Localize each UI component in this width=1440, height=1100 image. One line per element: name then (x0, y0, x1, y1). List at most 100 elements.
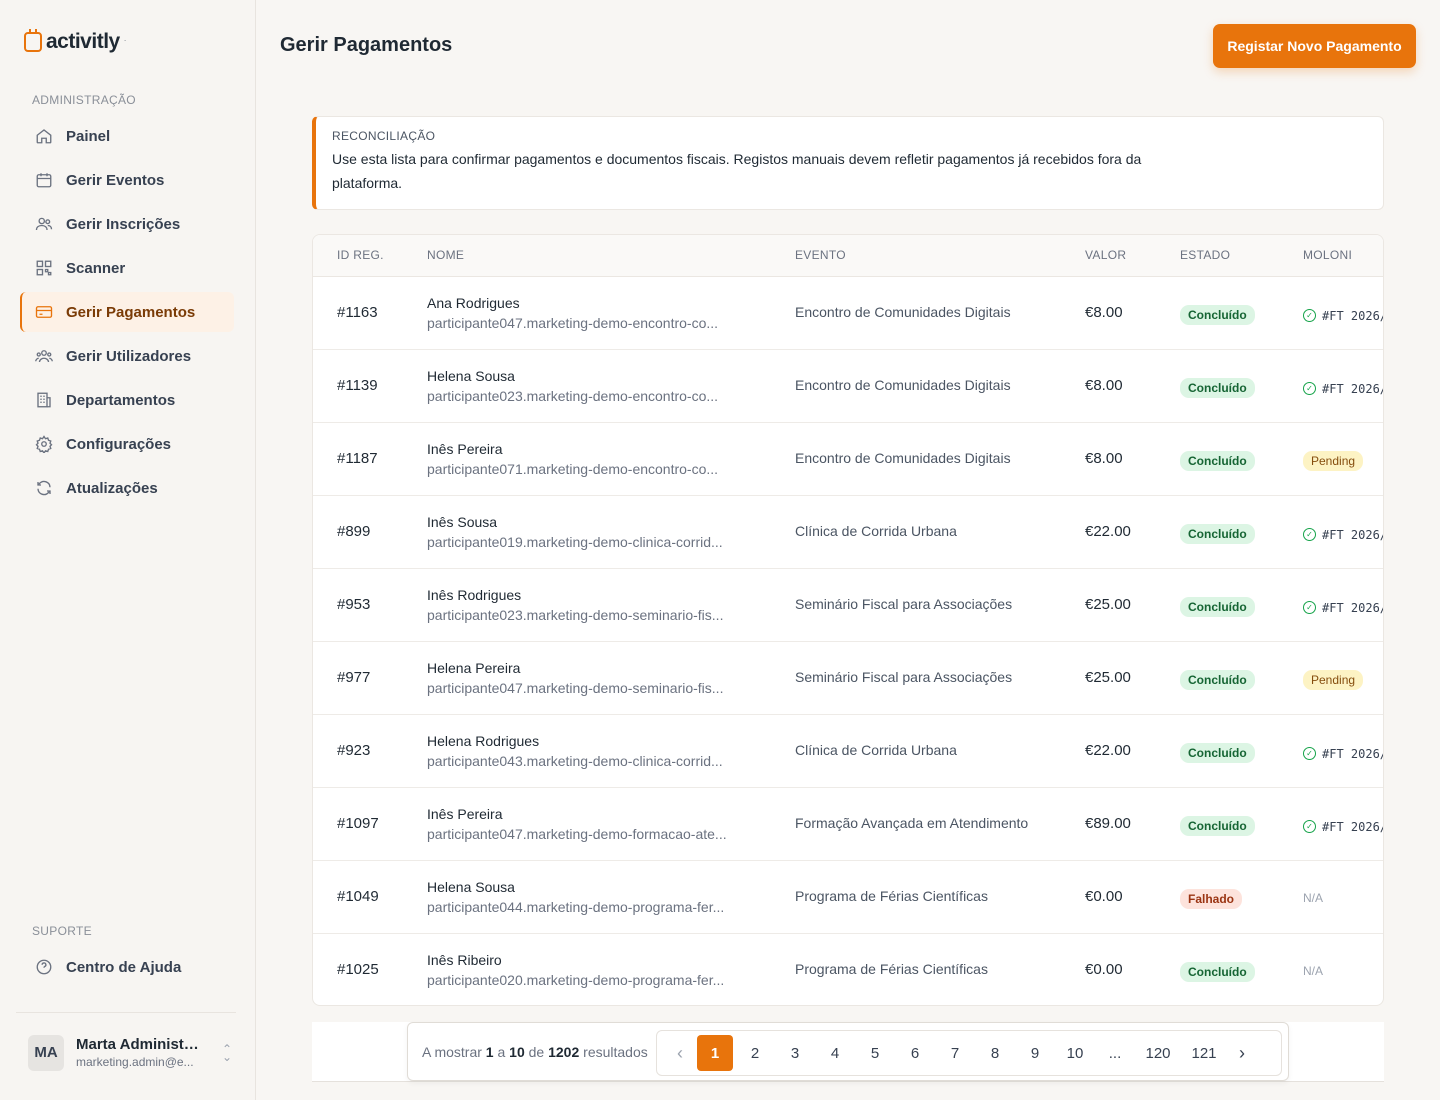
table-header: ID REG. NOME EVENTO VALOR ESTADO MOLONI (313, 235, 1383, 277)
sidebar-item-label: Centro de Ajuda (66, 958, 182, 976)
participant-name: Inês Ribeiro (427, 952, 502, 968)
sidebar-item-departamentos[interactable]: Departamentos (20, 380, 234, 420)
status-cell: Concluído (1180, 816, 1255, 836)
payment-value: €22.00 (1085, 742, 1131, 759)
page-button-7[interactable]: 7 (950, 1044, 960, 1062)
participant-email: participante044.marketing-demo-programa-… (427, 899, 725, 915)
page-button-9[interactable]: 9 (1030, 1044, 1040, 1062)
qr-icon (34, 258, 54, 278)
moloni-document-link[interactable]: ✓ #FT 2026/ (1303, 747, 1383, 761)
payment-value: €0.00 (1085, 961, 1123, 978)
page-button-10[interactable]: 10 (1066, 1044, 1084, 1062)
column-header[interactable]: ID REG. (337, 248, 384, 262)
table-row[interactable]: #899 Inês Sousa participante019.marketing-… (313, 496, 1383, 569)
moloni-cell: ✓ #FT 2026/ (1303, 597, 1383, 615)
page-button-8[interactable]: 8 (990, 1044, 1000, 1062)
moloni-document-link[interactable]: ✓ #FT 2026/ (1303, 308, 1384, 323)
sidebar-item-gerir-inscrições[interactable]: Gerir Inscrições (20, 204, 234, 244)
column-header[interactable]: ESTADO (1180, 248, 1231, 262)
event-name: Clínica de Corrida Urbana (795, 523, 957, 539)
moloni-cell: ✓ #FT 2026/ (1303, 305, 1384, 323)
sidebar-item-label: Atualizações (66, 479, 158, 497)
register-payment-button[interactable]: Registar Novo Pagamento (1213, 24, 1416, 68)
sidebar-item-atualizações[interactable]: Atualizações (20, 468, 234, 508)
calendar-icon (34, 170, 54, 190)
moloni-document-link[interactable]: ✓ #FT 2026/ (1303, 527, 1384, 542)
page-button-6[interactable]: 6 (910, 1044, 920, 1062)
support-nav: Centro de Ajuda (20, 947, 234, 991)
moloni-document-link[interactable]: ✓ #FT 2026/ (1303, 601, 1383, 615)
participant-email: participante023.marketing-demo-seminario… (427, 607, 724, 623)
table-row[interactable]: #1163 Ana Rodrigues participante047.market… (313, 277, 1383, 350)
chevron-right-icon[interactable]: › (1239, 1042, 1245, 1063)
pagination-suffix: resultados (583, 1044, 648, 1060)
sidebar-item-label: Gerir Eventos (66, 171, 165, 189)
payment-value: €8.00 (1085, 377, 1123, 394)
participant-email: participante047.marketing-demo-seminario… (427, 680, 724, 696)
page-button-4[interactable]: 4 (830, 1044, 840, 1062)
status-cell: Falhado (1180, 889, 1243, 909)
user-menu[interactable]: MA Marta Administr... marketing.admin@e.… (16, 1012, 236, 1092)
page-button-3[interactable]: 3 (790, 1044, 800, 1062)
sidebar-item-gerir-eventos[interactable]: Gerir Eventos (20, 160, 234, 200)
check-circle-icon: ✓ (1303, 820, 1316, 833)
table-row[interactable]: #923 Helena Rodrigues participante043.mark… (313, 715, 1383, 788)
check-circle-icon: ✓ (1303, 747, 1316, 760)
status-cell: Concluído (1180, 670, 1255, 690)
event-name: Seminário Fiscal para Associações (795, 669, 1013, 685)
status-cell: Concluído (1180, 378, 1255, 398)
event-name: Encontro de Comunidades Digitais (795, 377, 1011, 393)
table-row[interactable]: #1049 Helena Sousa participante044.marketi… (313, 861, 1383, 934)
sidebar-item-centro-de-ajuda[interactable]: Centro de Ajuda (20, 947, 234, 987)
participant-email: participante020.marketing-demo-programa-… (427, 972, 725, 988)
column-header[interactable]: EVENTO (795, 248, 846, 262)
participant-name: Helena Pereira (427, 660, 521, 676)
moloni-document-link[interactable]: ✓ #FT 2026/ (1303, 820, 1383, 834)
column-header[interactable]: MOLONI (1303, 248, 1353, 262)
pagination-total: 1202 (548, 1044, 580, 1060)
sidebar-item-label: Gerir Utilizadores (66, 347, 192, 365)
status-cell: Concluído (1180, 451, 1255, 471)
pagination-prefix: A mostrar (422, 1044, 482, 1060)
moloni-document-link[interactable]: ✓ #FT 2026/ (1303, 382, 1383, 396)
column-header[interactable]: NOME (427, 248, 465, 262)
page-button-5[interactable]: 5 (870, 1044, 880, 1062)
sidebar-item-label: Painel (66, 127, 111, 145)
page-button-120[interactable]: 120 (1145, 1044, 1171, 1062)
sidebar-item-gerir-pagamentos[interactable]: Gerir Pagamentos (20, 292, 234, 332)
sidebar-item-gerir-utilizadores[interactable]: Gerir Utilizadores (20, 336, 234, 376)
moloni-document-number: #FT 2026/ (1322, 527, 1384, 542)
moloni-document-number: #FT 2026/ (1322, 308, 1384, 323)
moloni-pending-badge: Pending (1303, 670, 1364, 690)
users-icon (34, 214, 54, 234)
sidebar-item-painel[interactable]: Painel (20, 116, 234, 156)
table-row[interactable]: #1187 Inês Pereira participante071.marketi… (313, 423, 1383, 496)
table-row[interactable]: #1139 Helena Sousa participante023.marketi… (313, 350, 1383, 423)
building-icon (34, 390, 54, 410)
page-button-2[interactable]: 2 (750, 1044, 760, 1062)
page-title: Gerir Pagamentos (280, 34, 453, 56)
sidebar-item-configurações[interactable]: Configurações (20, 424, 234, 464)
chevron-up-down-icon[interactable]: ⌃ ⌄ (222, 1041, 233, 1064)
participant-name: Inês Pereira (427, 441, 503, 457)
table-row[interactable]: #977 Helena Pereira participante047.market… (313, 642, 1383, 715)
column-header[interactable]: VALOR (1085, 248, 1127, 262)
sidebar-item-label: Departamentos (66, 391, 176, 409)
participant-email: participante071.marketing-demo-encontro-… (427, 461, 719, 477)
sidebar: activitly · ADMINISTRAÇÃO Painel Gerir Ev… (0, 0, 256, 1100)
event-name: Programa de Férias Científicas (795, 888, 988, 904)
table-row[interactable]: #1025 Inês Ribeiro participante020.marketi… (313, 934, 1383, 1005)
page-button-1[interactable]: 1 (697, 1035, 733, 1071)
app-logo[interactable]: activitly · (24, 29, 126, 54)
chevron-left-icon[interactable]: ‹ (677, 1042, 683, 1063)
check-circle-icon: ✓ (1303, 528, 1316, 541)
reconciliation-notice: RECONCILIAÇÃO Use esta lista para confir… (312, 116, 1384, 210)
page-button-121[interactable]: 121 (1191, 1044, 1217, 1062)
sidebar-item-scanner[interactable]: Scanner (20, 248, 234, 288)
status-badge: Concluído (1180, 670, 1255, 690)
status-badge: Concluído (1180, 378, 1255, 398)
registration-id: #953 (337, 596, 371, 613)
table-row[interactable]: #953 Inês Rodrigues participante023.market… (313, 569, 1383, 642)
logo-mark-icon (24, 29, 42, 52)
table-row[interactable]: #1097 Inês Pereira participante047.marketi… (313, 788, 1383, 861)
